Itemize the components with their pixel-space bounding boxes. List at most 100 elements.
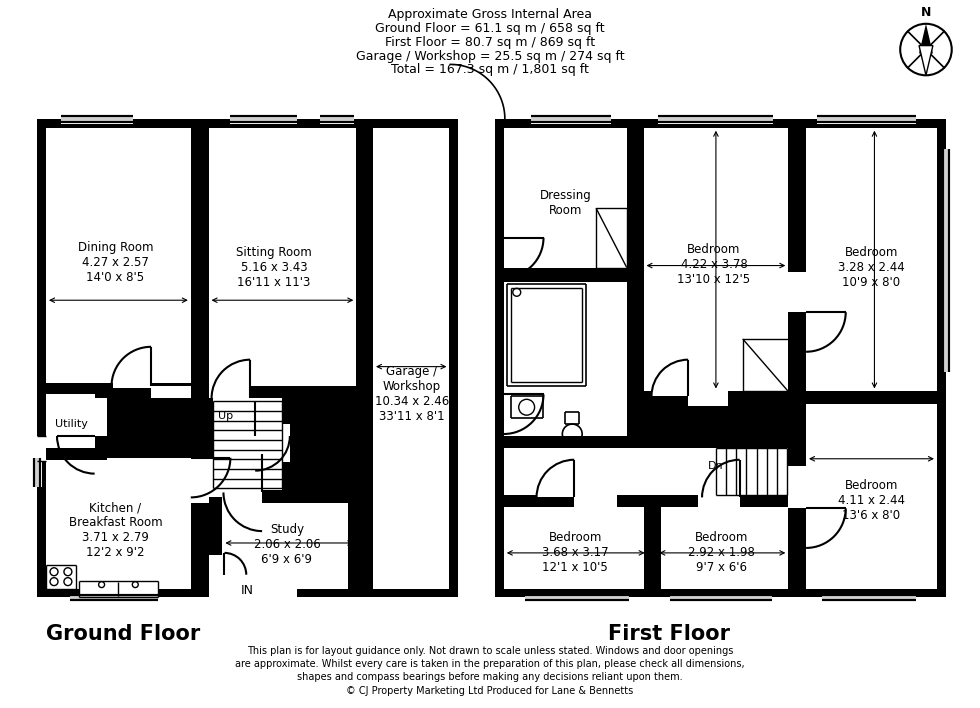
- Bar: [807, 399, 937, 588]
- Text: Dn: Dn: [708, 461, 723, 471]
- Text: Ground Floor = 61.1 sq m / 658 sq ft: Ground Floor = 61.1 sq m / 658 sq ft: [375, 22, 605, 35]
- Bar: [209, 394, 289, 496]
- Bar: [61, 116, 133, 122]
- Bar: [644, 496, 662, 598]
- Bar: [213, 401, 282, 489]
- Bar: [822, 593, 916, 603]
- Bar: [537, 459, 574, 498]
- Bar: [211, 360, 250, 399]
- Bar: [507, 285, 586, 387]
- Bar: [743, 339, 788, 392]
- Bar: [37, 436, 46, 461]
- Text: Bedroom
3.68 x 3.17
12'1 x 10'5: Bedroom 3.68 x 3.17 12'1 x 10'5: [542, 532, 609, 574]
- Bar: [95, 387, 107, 458]
- Bar: [504, 445, 788, 496]
- Bar: [191, 458, 230, 498]
- Bar: [61, 115, 133, 124]
- Bar: [670, 593, 772, 603]
- Text: Up: Up: [218, 411, 232, 421]
- Bar: [209, 387, 250, 399]
- Text: Dining Room
4.27 x 2.57
14'0 x 8'5: Dining Room 4.27 x 2.57 14'0 x 8'5: [77, 241, 153, 284]
- Bar: [191, 458, 209, 503]
- Bar: [504, 193, 518, 238]
- Bar: [788, 119, 807, 598]
- Bar: [817, 116, 916, 122]
- Polygon shape: [919, 24, 933, 54]
- Bar: [224, 575, 282, 598]
- Bar: [943, 149, 949, 372]
- Text: Study
2.06 x 2.06
6'9 x 6'9: Study 2.06 x 2.06 6'9 x 6'9: [254, 523, 320, 566]
- Bar: [651, 360, 688, 396]
- Bar: [504, 352, 518, 394]
- Bar: [209, 432, 222, 496]
- Bar: [37, 119, 459, 598]
- Bar: [78, 581, 158, 598]
- Bar: [222, 491, 262, 503]
- Bar: [504, 496, 797, 508]
- Bar: [70, 595, 158, 600]
- Bar: [942, 149, 951, 372]
- Bar: [504, 128, 627, 268]
- Bar: [688, 392, 728, 406]
- Bar: [636, 392, 797, 404]
- Bar: [200, 394, 213, 496]
- Bar: [230, 115, 297, 124]
- Bar: [807, 273, 846, 312]
- Bar: [255, 424, 290, 462]
- Bar: [191, 128, 209, 392]
- Bar: [530, 115, 611, 124]
- Bar: [788, 466, 807, 508]
- Bar: [698, 496, 740, 508]
- Bar: [797, 392, 946, 404]
- Bar: [702, 459, 740, 498]
- Bar: [56, 399, 95, 436]
- Bar: [627, 119, 644, 275]
- Bar: [209, 555, 297, 598]
- Text: Bedroom
4.11 x 2.44
13'6 x 8'0: Bedroom 4.11 x 2.44 13'6 x 8'0: [838, 479, 905, 522]
- Bar: [46, 565, 75, 588]
- Bar: [222, 432, 290, 493]
- Text: Sitting Room
5.16 x 3.43
16'11 x 11'3: Sitting Room 5.16 x 3.43 16'11 x 11'3: [236, 246, 312, 289]
- Bar: [524, 595, 629, 600]
- Bar: [151, 387, 191, 399]
- Bar: [191, 399, 209, 503]
- Text: This plan is for layout guidance only. Not drawn to scale unless stated. Windows: This plan is for layout guidance only. N…: [235, 646, 745, 696]
- Text: Kitchen /
Breakfast Room
3.71 x 2.79
12'2 x 9'2: Kitchen / Breakfast Room 3.71 x 2.79 12'…: [69, 501, 163, 559]
- Bar: [282, 394, 297, 496]
- Polygon shape: [919, 45, 933, 75]
- Text: Ground Floor: Ground Floor: [46, 624, 200, 644]
- Text: Garage /
Workshop
10.34 x 2.46
33'11 x 8'1: Garage / Workshop 10.34 x 2.46 33'11 x 8…: [374, 365, 449, 423]
- Bar: [357, 119, 373, 598]
- Bar: [348, 496, 365, 598]
- Bar: [495, 119, 946, 598]
- Bar: [659, 116, 773, 122]
- Text: N: N: [921, 6, 931, 19]
- Bar: [222, 496, 357, 588]
- Bar: [230, 116, 297, 122]
- Text: Bedroom
3.28 x 2.44
10'9 x 8'0: Bedroom 3.28 x 2.44 10'9 x 8'0: [838, 246, 905, 289]
- Text: Bedroom
4.22 x 3.78
13'10 x 12'5: Bedroom 4.22 x 3.78 13'10 x 12'5: [677, 243, 751, 286]
- Text: Approximate Gross Internal Area: Approximate Gross Internal Area: [388, 8, 592, 21]
- Text: Dressing
Room: Dressing Room: [539, 189, 591, 217]
- Bar: [627, 275, 644, 441]
- Bar: [114, 350, 151, 389]
- Bar: [46, 128, 191, 384]
- Bar: [95, 387, 200, 399]
- Bar: [504, 436, 797, 448]
- Bar: [319, 116, 354, 122]
- Bar: [319, 115, 354, 124]
- Bar: [209, 491, 365, 503]
- Bar: [644, 128, 788, 392]
- Bar: [504, 275, 627, 436]
- Bar: [33, 458, 42, 488]
- Bar: [504, 268, 636, 282]
- Bar: [511, 396, 543, 418]
- Bar: [807, 128, 937, 392]
- Bar: [659, 115, 773, 124]
- Bar: [817, 115, 916, 124]
- Text: Total = 167.3 sq m / 1,801 sq ft: Total = 167.3 sq m / 1,801 sq ft: [391, 64, 589, 76]
- Bar: [518, 193, 559, 238]
- Bar: [807, 466, 846, 508]
- Bar: [524, 593, 629, 603]
- Bar: [504, 503, 648, 588]
